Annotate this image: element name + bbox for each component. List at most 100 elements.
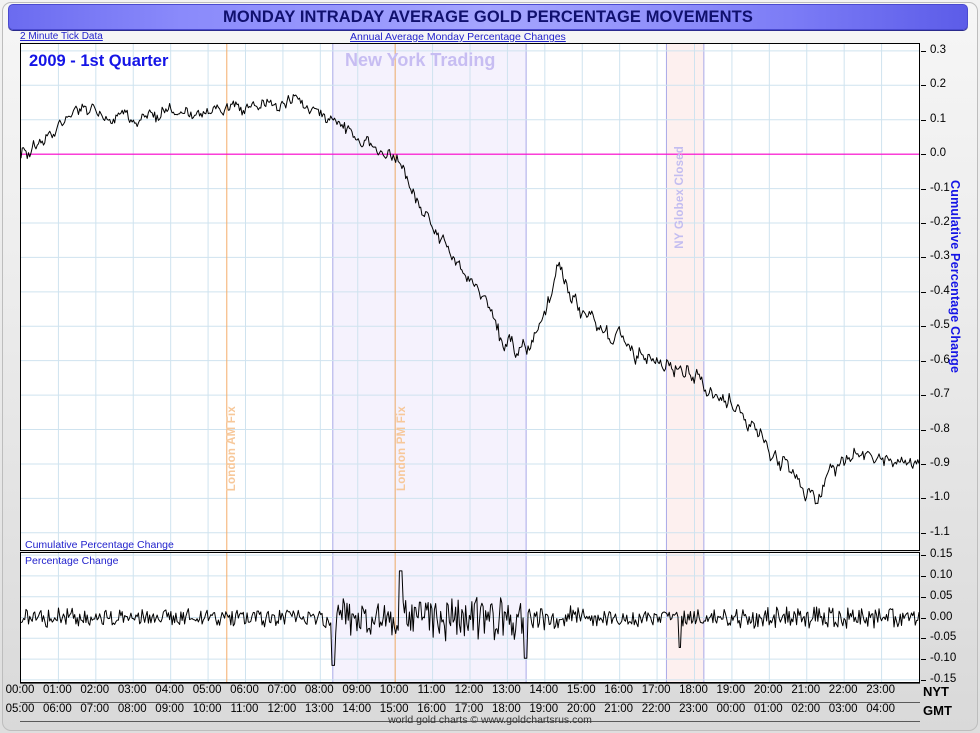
x-tick-label-gmt: 20:00 [566, 703, 596, 715]
chart-subtitle: Annual Average Monday Percentage Changes [350, 31, 566, 43]
y-tick-mark [921, 188, 926, 190]
x-tick-label-nyt: 01:00 [43, 684, 72, 696]
x-axis-gmt: 05:00 06:00 07:00 08:00 09:00 10:00 11:00 12:00… [6, 703, 920, 721]
x-tick-label-gmt: 19:00 [529, 703, 559, 715]
x-tick-label-gmt: 14:00 [342, 703, 372, 715]
y-tick-label: 0.10 [930, 568, 953, 581]
y-tick-label: -0.1 [930, 181, 950, 194]
x-tick-label-gmt: 13:00 [304, 703, 334, 715]
y-tick: -0.3 [921, 250, 977, 262]
y-tick: -0.8 [921, 423, 977, 435]
y-tick-label: -0.5 [930, 319, 950, 332]
x-tick-label-gmt: 05:00 [5, 703, 35, 715]
ny-trading-label: New York Trading [345, 50, 496, 70]
y-tick-label: -0.2 [930, 216, 950, 228]
x-axis-divider-top [20, 683, 920, 684]
y-tick: 0.1 [921, 113, 977, 125]
x-tick-label-gmt: 06:00 [43, 703, 72, 715]
x-tick-label-gmt: 17:00 [454, 703, 484, 715]
x-tick-label-nyt: 09:00 [342, 684, 372, 696]
credit-text: world gold charts © www.goldchartsrus.co… [388, 714, 592, 726]
x-tick-label-nyt: 15:00 [566, 684, 596, 696]
y-tick: -0.5 [921, 319, 977, 331]
percentage-change-panel: Percentage Change [20, 552, 920, 683]
y-tick-mark [921, 638, 926, 640]
x-tick-label-nyt: 02:00 [80, 684, 110, 696]
x-tick-label-nyt: 12:00 [454, 684, 484, 696]
x-axis-nyt: 00:00 01:00 02:00 03:00 04:00 05:00 06:00 07:00… [6, 684, 920, 702]
y-tick-label: 0.15 [930, 548, 953, 561]
y-tick: 0.00 [921, 611, 977, 623]
y-tick: 0.0 [921, 147, 977, 159]
timezone-label-gmt: GMT [923, 703, 952, 718]
y-tick: -0.10 [921, 652, 977, 664]
y-tick-label: -0.7 [930, 388, 950, 401]
y-tick-mark [921, 679, 926, 681]
x-tick-label-nyt: 14:00 [529, 684, 559, 696]
title-bar: MONDAY INTRADAY AVERAGE GOLD PERCENTAGE … [8, 4, 968, 30]
timezone-label-nyt: NYT [923, 684, 949, 699]
y-tick-mark [921, 154, 926, 156]
y-tick-mark [921, 326, 926, 328]
y-tick-label: -1.1 [930, 525, 950, 538]
y-tick: 0.05 [921, 590, 977, 602]
y-tick: -0.1 [921, 182, 977, 194]
x-tick-label-nyt: 16:00 [604, 684, 634, 696]
x-tick-label-nyt: 00:00 [5, 684, 35, 696]
x-tick-label-nyt: 13:00 [492, 684, 521, 696]
y-tick-mark [921, 223, 926, 224]
x-tick-label-gmt: 00:00 [716, 703, 746, 715]
quarter-label: 2009 - 1st Quarter [29, 52, 169, 70]
x-tick-label-gmt: 07:00 [80, 703, 110, 715]
y-tick-label: 0.05 [930, 589, 953, 602]
x-tick-label-gmt: 22:00 [641, 703, 671, 715]
percentage-change-chart-svg [21, 553, 919, 682]
y-tick-label: 0.1 [930, 112, 946, 125]
y-tick: -0.7 [921, 388, 977, 400]
y-tick-mark [921, 429, 926, 431]
y-tick: -0.05 [921, 631, 977, 643]
x-tick-label-gmt: 16:00 [417, 703, 446, 715]
x-tick-label-gmt: 21:00 [604, 703, 634, 715]
y-tick-mark [921, 463, 926, 465]
y-tick-mark [921, 617, 926, 619]
y-tick: -0.2 [921, 216, 977, 228]
y-tick: -0.15 [921, 673, 977, 685]
x-tick-label-nyt: 20:00 [753, 684, 783, 696]
y-tick-mark [921, 85, 926, 87]
x-tick-label-gmt: 08:00 [117, 703, 147, 715]
y-tick-mark [921, 596, 926, 598]
x-tick-label-gmt: 03:00 [828, 703, 858, 715]
y-tick-label: -0.4 [930, 284, 950, 297]
y-tick-mark [921, 575, 926, 577]
x-tick-label-nyt: 22:00 [828, 684, 858, 696]
y-tick-label: -0.15 [930, 672, 957, 685]
y-tick-mark [921, 659, 926, 661]
y-tick: 0.3 [921, 44, 977, 56]
percentage-panel-label: Percentage Change [25, 555, 119, 567]
x-tick-label-nyt: 04:00 [155, 684, 185, 696]
y-tick-mark [921, 395, 926, 397]
subheader: 2 Minute Tick Data Annual Average Monday… [20, 31, 920, 43]
x-tick-label-nyt: 07:00 [267, 684, 297, 696]
y-tick: -0.6 [921, 354, 977, 366]
y-tick: -1.1 [921, 526, 977, 538]
cumulative-panel-label: Cumulative Percentage Change [25, 539, 174, 551]
x-tick-label-gmt: 01:00 [753, 703, 783, 715]
y-tick-label: 0.0 [930, 147, 946, 160]
y-tick: 0.15 [921, 548, 977, 560]
x-tick-label-gmt: 18:00 [492, 703, 521, 715]
x-tick-label-nyt: 10:00 [379, 684, 409, 696]
x-tick-label-nyt: 11:00 [417, 684, 446, 696]
y-tick-label: 0.2 [930, 78, 946, 91]
y-tick-label: -0.6 [930, 353, 950, 366]
plot-area: 2009 - 1st Quarter New York Trading Lond… [20, 43, 920, 683]
x-tick-label-gmt: 02:00 [791, 703, 821, 715]
y-tick-mark [921, 257, 926, 259]
y-tick-mark [921, 360, 926, 362]
y-tick-mark [921, 498, 926, 500]
x-tick-label-nyt: 21:00 [791, 684, 821, 696]
y-tick: 0.2 [921, 78, 977, 90]
y-tick-label: 0.3 [930, 43, 946, 56]
